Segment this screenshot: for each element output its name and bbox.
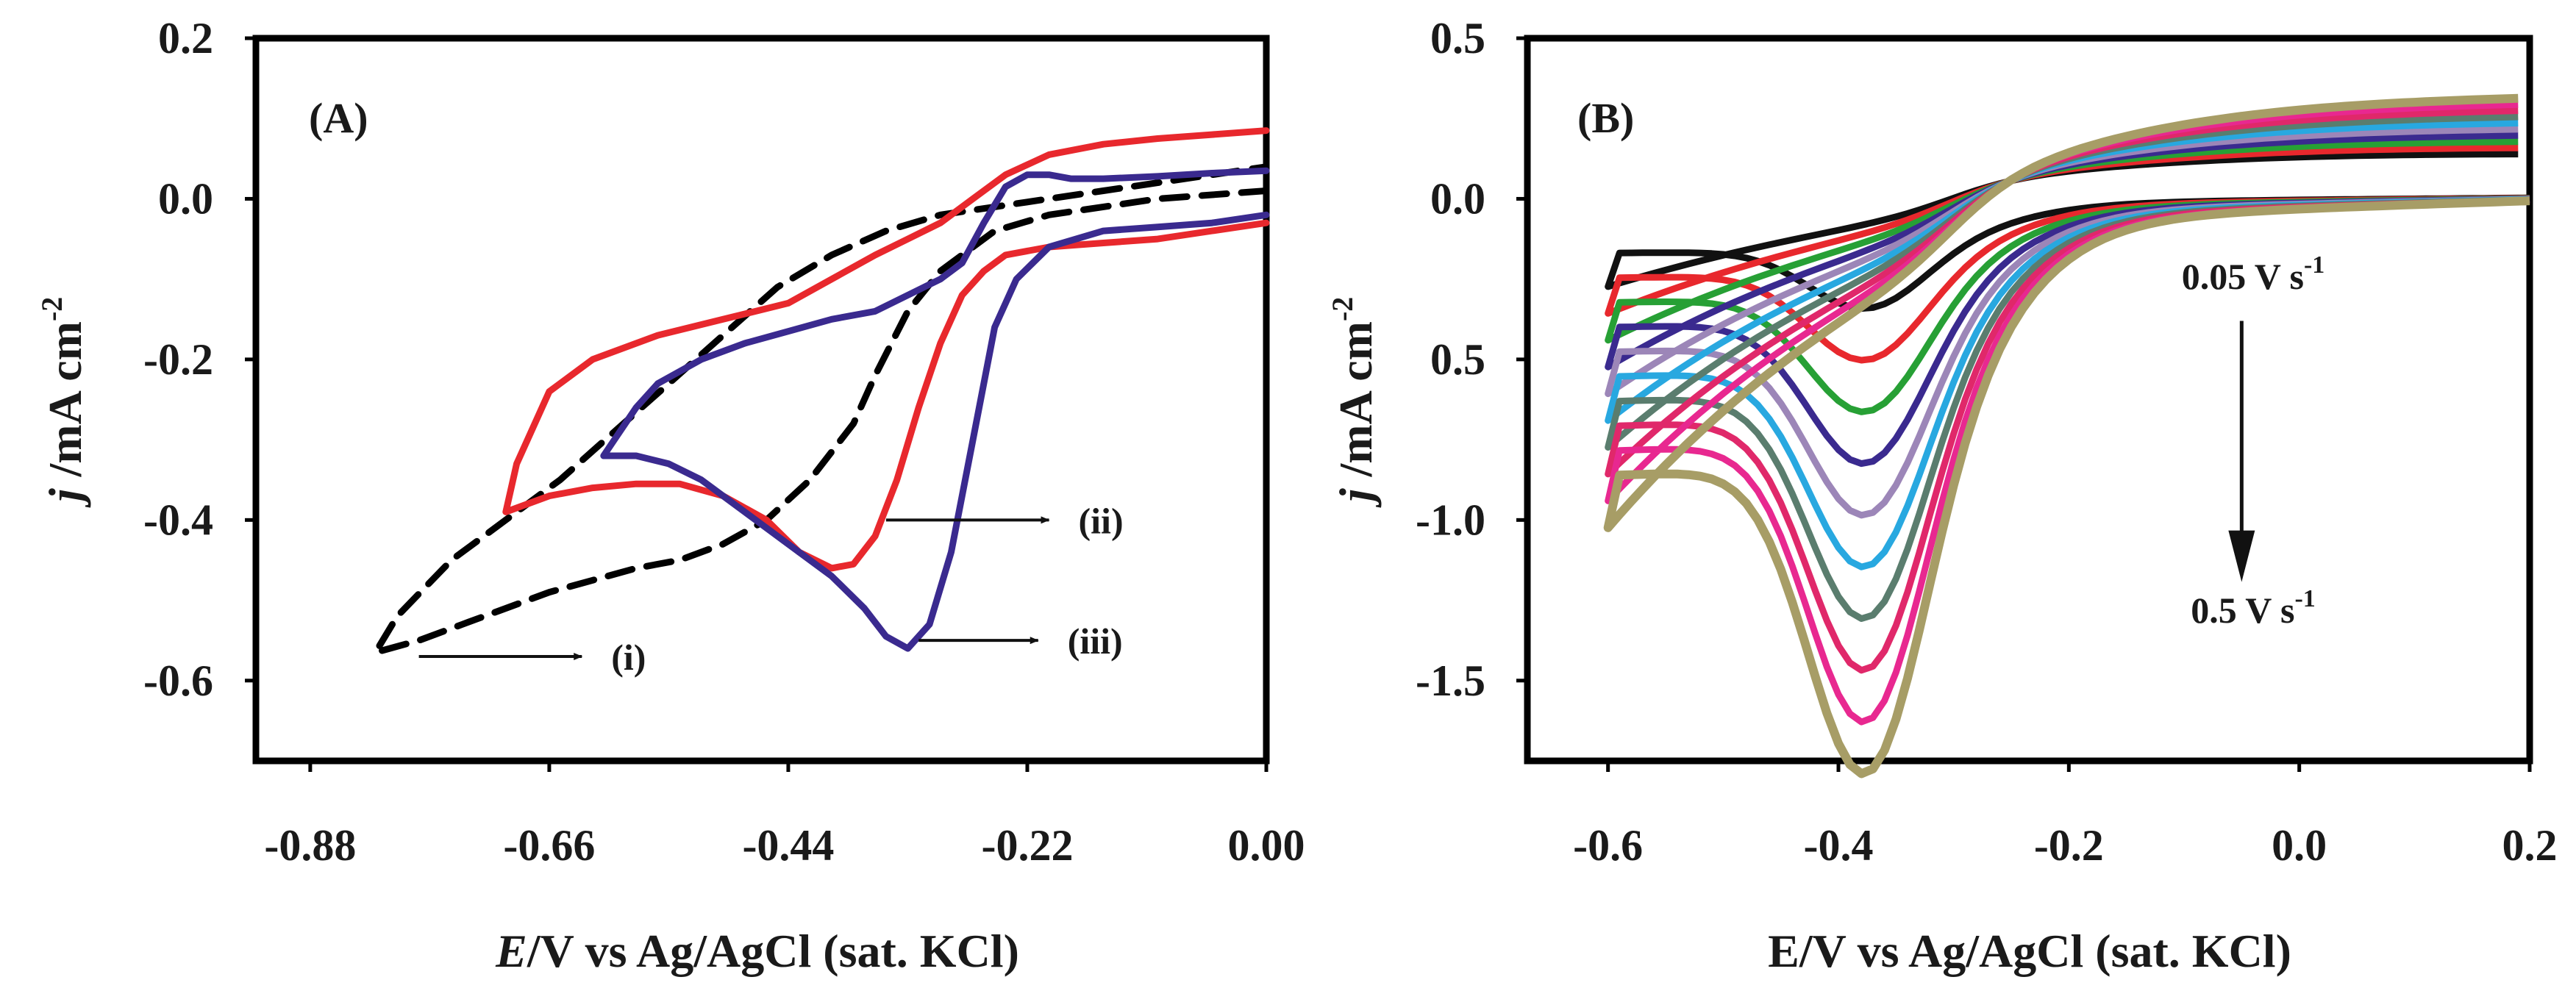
panel-b-ytick-label: -1.5 bbox=[1416, 656, 1485, 705]
panel-b-xtick-label: -0.4 bbox=[1804, 821, 1874, 870]
panel-b-xtick-label: -0.6 bbox=[1573, 821, 1643, 870]
panel-a-ytick-label: -0.2 bbox=[143, 335, 213, 384]
panel-b-ylabel-italic: j bbox=[1330, 488, 1382, 508]
panel-b-rate-label-2: 0.5 V s-1 bbox=[2191, 585, 2316, 631]
panel-a-xlabel-italic: E bbox=[495, 925, 527, 977]
panel-a-ylabel: j /mA cm-2 bbox=[35, 297, 91, 509]
panel-b-xtick-label: -0.2 bbox=[2034, 821, 2104, 870]
panel-b-rate-arrow-head bbox=[2228, 530, 2255, 582]
panel-a-series-2 bbox=[502, 127, 1270, 572]
panel-a-xtick-label: -0.44 bbox=[742, 821, 834, 870]
panel-a-xlabel-rest: /V vs Ag/AgCl (sat. KCl) bbox=[527, 925, 1019, 977]
panel-a-curves bbox=[372, 127, 1270, 656]
panel-a-series-1 bbox=[372, 163, 1270, 656]
panel-a-ytick-label: 0.2 bbox=[158, 14, 213, 62]
panel-b-annotations: 0.05 V s-1 0.5 V s-1 bbox=[2182, 251, 2325, 631]
panel-b: -0.6 -0.4 -0.2 0.0 0.2 0.5 0.0 0.5 -1.0 -1.5 0.05… bbox=[1326, 14, 2558, 977]
panel-a-annotation-label: (i) bbox=[611, 637, 646, 678]
panel-a-ylabel-rest: /mA cm bbox=[39, 321, 91, 489]
panel-a-ylabel-sup: -2 bbox=[35, 297, 68, 321]
panel-b-ytick-label: 0.0 bbox=[1430, 174, 1485, 223]
panel-a-annotation-label: (ii) bbox=[1079, 500, 1124, 541]
panel-a-xtick-label: -0.88 bbox=[264, 821, 356, 870]
panel-a-ytick-label: -0.6 bbox=[143, 656, 213, 705]
panel-b-xtick-label: 0.2 bbox=[2502, 821, 2558, 870]
panel-a-ytick-label: 0.0 bbox=[158, 174, 213, 223]
panel-b-ylabel: j /mA cm-2 bbox=[1326, 297, 1382, 509]
panel-b-series-4 bbox=[1605, 132, 2530, 468]
panel-a-xtick-label: 0.00 bbox=[1228, 821, 1305, 870]
panel-b-ytick-label: 0.5 bbox=[1430, 14, 1485, 62]
panel-a-ticks: -0.88 -0.66 -0.44 -0.22 0.00 0.2 0.0 -0.2 -0.4 -0… bbox=[143, 14, 1305, 870]
panel-b-plot-frame bbox=[1524, 35, 2533, 765]
panel-b-ylabel-sup: -2 bbox=[1326, 297, 1359, 321]
panel-b-label: (B) bbox=[1577, 94, 1634, 142]
panel-b-ytick-label: 0.5 bbox=[1430, 335, 1485, 384]
panel-a: -0.88 -0.66 -0.44 -0.22 0.00 0.2 0.0 -0.2 -0.4 -0… bbox=[35, 14, 1305, 977]
panel-a-xlabel: E/V vs Ag/AgCl (sat. KCl) bbox=[495, 925, 1019, 977]
panel-a-ytick-label: -0.4 bbox=[143, 495, 213, 544]
panel-a-annotations: (i) (ii) (iii) bbox=[418, 500, 1124, 678]
panel-a-annotation-label: (iii) bbox=[1068, 620, 1123, 662]
panel-a-series-3 bbox=[600, 167, 1270, 652]
panel-a-ylabel-italic: j bbox=[39, 488, 91, 508]
panel-b-series-10 bbox=[1603, 93, 2530, 779]
panel-b-series-3 bbox=[1605, 138, 2530, 415]
panel-a-xtick-label: -0.22 bbox=[981, 821, 1073, 870]
panel-b-xtick-label: 0.0 bbox=[2272, 821, 2327, 870]
panel-b-rate-label-1: 0.05 V s-1 bbox=[2182, 251, 2325, 297]
panel-b-curves bbox=[1603, 93, 2530, 779]
panel-b-ylabel-rest: /mA cm bbox=[1330, 321, 1382, 489]
panel-a-plot-frame bbox=[252, 35, 1270, 765]
panel-b-ytick-label: -1.0 bbox=[1416, 495, 1485, 544]
panel-b-series-5 bbox=[1605, 126, 2530, 519]
panel-a-xtick-label: -0.66 bbox=[503, 821, 595, 870]
panel-b-xlabel: E/V vs Ag/AgCl (sat. KCl) bbox=[1768, 925, 2291, 977]
panel-a-label: (A) bbox=[309, 94, 368, 142]
panel-b-ticks: -0.6 -0.4 -0.2 0.0 0.2 0.5 0.0 0.5 -1.0 -1.5 bbox=[1416, 14, 2557, 870]
